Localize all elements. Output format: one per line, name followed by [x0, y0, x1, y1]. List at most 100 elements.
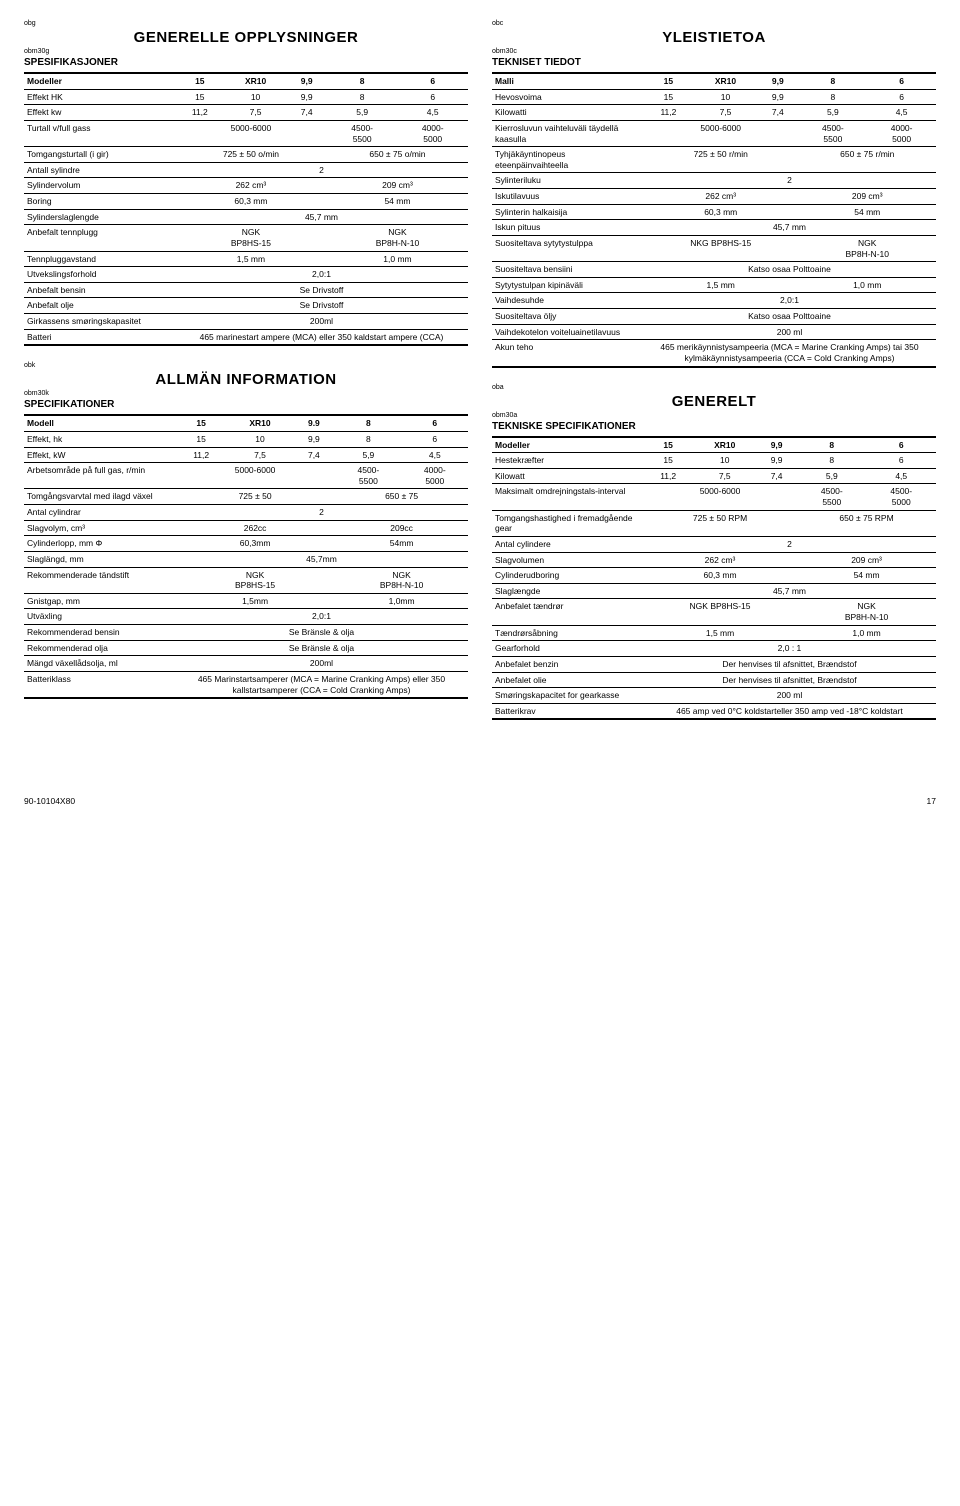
table-cell: 2: [175, 162, 468, 178]
table-cell: Anbefalt olje: [24, 298, 175, 314]
table-cell: 7,4: [756, 468, 797, 484]
table-cell: Anbefalet benzin: [492, 656, 643, 672]
table-cell: Anbefalt bensin: [24, 282, 175, 298]
footer-left: 90-10104X80: [24, 796, 75, 806]
table-cell: 650 ± 75 RPM: [797, 510, 936, 536]
table-cell: 5,9: [799, 105, 868, 121]
table-cell: 4500-5500: [797, 484, 866, 510]
table-cell: Cylinderudboring: [492, 568, 643, 584]
table-cell: 209 cm³: [797, 552, 936, 568]
table-cell: 1,0 mm: [327, 251, 468, 267]
table-cell: Kierrosluvun vaihteluväli täydellä kaasu…: [492, 120, 643, 146]
table-cell: Batterikrav: [492, 703, 643, 719]
page-footer: 90-10104X80 17: [24, 796, 936, 806]
table-cell: 4,5: [402, 447, 468, 463]
table-cell: 5000-6000: [643, 120, 799, 146]
table-cell: Antal cylindrar: [24, 505, 175, 521]
table-cell: 45,7 mm: [175, 209, 468, 225]
table-header-cell: 6: [397, 73, 468, 89]
table-cell: 45,7 mm: [643, 583, 936, 599]
table-cell: 1,5 mm: [175, 251, 327, 267]
table-cell: Anbefalt tennplugg: [24, 225, 175, 251]
table-cell: Kilowatt: [492, 468, 643, 484]
table-cell: 200 ml: [643, 324, 936, 340]
table-cell: 4,5: [867, 105, 936, 121]
table-header-cell: 15: [643, 73, 694, 89]
table-cell: Der henvises til afsnittet, Brændstof: [643, 672, 936, 688]
section-title: GENERELT: [492, 393, 936, 410]
table-header-cell: XR10: [227, 415, 292, 431]
table-cell: 4000-5000: [402, 463, 468, 489]
table-cell: 7,4: [757, 105, 798, 121]
table-cell: 11,2: [175, 447, 227, 463]
table-cell: 6: [866, 453, 936, 469]
table-cell: 200 ml: [643, 688, 936, 704]
table-cell: 1,5 mm: [643, 277, 799, 293]
table-cell: Sylinteriluku: [492, 173, 643, 189]
section-title: GENERELLE OPPLYSNINGER: [24, 29, 468, 46]
table-cell: Anbefalet tændrør: [492, 599, 643, 625]
table-cell: Se Drivstoff: [175, 282, 468, 298]
table-cell: Slagvolumen: [492, 552, 643, 568]
table-cell: 465 merikäynnistysampeeria (MCA = Marine…: [643, 340, 936, 367]
table-cell: Iskutilavuus: [492, 189, 643, 205]
spec-table-da: Modeller15XR109,986Hestekræfter15109,986…: [492, 436, 936, 721]
table-cell: 6: [397, 89, 468, 105]
table-cell: Katso osaa Polttoaine: [643, 262, 936, 278]
table-cell: 15: [643, 453, 693, 469]
section-title: YLEISTIETOA: [492, 29, 936, 46]
table-cell: 8: [327, 89, 397, 105]
right-column: obc YLEISTIETOA obm30c TEKNISET TIEDOT M…: [492, 20, 936, 736]
table-header-cell: 9,9: [757, 73, 798, 89]
table-cell: 54 mm: [799, 204, 937, 220]
table-cell: Tomgangshastighed i fremadgående gear: [492, 510, 643, 536]
table-cell: 650 ± 75: [335, 489, 468, 505]
table-cell: 15: [175, 431, 227, 447]
table-cell: 465 Marinstartsamperer (MCA = Marine Cra…: [175, 671, 468, 698]
table-cell: Sytytystulpan kipinäväli: [492, 277, 643, 293]
table-cell: 4000-5000: [867, 120, 936, 146]
table-cell: Anbefalet olie: [492, 672, 643, 688]
table-cell: NGKBP8H-N-10: [327, 225, 468, 251]
table-cell: NGKBP8HS-15: [175, 567, 335, 593]
table-cell: Gearforhold: [492, 641, 643, 657]
table-cell: 5,9: [797, 468, 866, 484]
table-cell: 1,0mm: [335, 593, 468, 609]
table-cell: Effekt, kW: [24, 447, 175, 463]
section-subtitle: SPESIFIKASJONER: [24, 57, 468, 68]
table-cell: NGKBP8H-N-10: [797, 599, 936, 625]
table-cell: Boring: [24, 194, 175, 210]
table-cell: Tyhjäkäyntinopeus eteenpäinvaihteella: [492, 147, 643, 173]
table-cell: 54 mm: [797, 568, 936, 584]
table-cell: Suositeltava öljy: [492, 309, 643, 325]
table-cell: Batteriklass: [24, 671, 175, 698]
table-cell: 209 cm³: [799, 189, 937, 205]
table-cell: Sylindervolum: [24, 178, 175, 194]
table-cell: Tomgangsturtall (i gir): [24, 147, 175, 163]
table-cell: NKG BP8HS-15: [643, 235, 799, 261]
table-cell: Hestekræfter: [492, 453, 643, 469]
table-cell: 2,0:1: [175, 609, 468, 625]
table-cell: 5,9: [335, 447, 401, 463]
table-cell: 725 ± 50: [175, 489, 335, 505]
spec-table-no: Modeller15XR109,986Effekt HK15109,986Eff…: [24, 72, 468, 346]
table-header-cell: 6: [402, 415, 468, 431]
table-header-cell: 9.9: [293, 415, 336, 431]
table-cell: 5,9: [327, 105, 397, 121]
table-cell: Iskun pituus: [492, 220, 643, 236]
table-cell: Vaihdesuhde: [492, 293, 643, 309]
table-cell: Mängd växellådsolja, ml: [24, 656, 175, 672]
table-cell: 1,0 mm: [799, 277, 937, 293]
table-header-cell: 8: [335, 415, 401, 431]
table-cell: Effekt HK: [24, 89, 175, 105]
table-cell: Maksimalt omdrejningstals-interval: [492, 484, 643, 510]
table-cell: 4500-5500: [799, 120, 868, 146]
table-cell: Utvekslingsforhold: [24, 267, 175, 283]
table-cell: Slagvolym, cm³: [24, 520, 175, 536]
table-cell: Effekt, hk: [24, 431, 175, 447]
table-cell: 9,9: [756, 453, 797, 469]
table-header-cell: 6: [867, 73, 936, 89]
table-cell: 15: [175, 89, 225, 105]
section-subtag: obm30a: [492, 412, 936, 419]
table-cell: 54 mm: [327, 194, 468, 210]
